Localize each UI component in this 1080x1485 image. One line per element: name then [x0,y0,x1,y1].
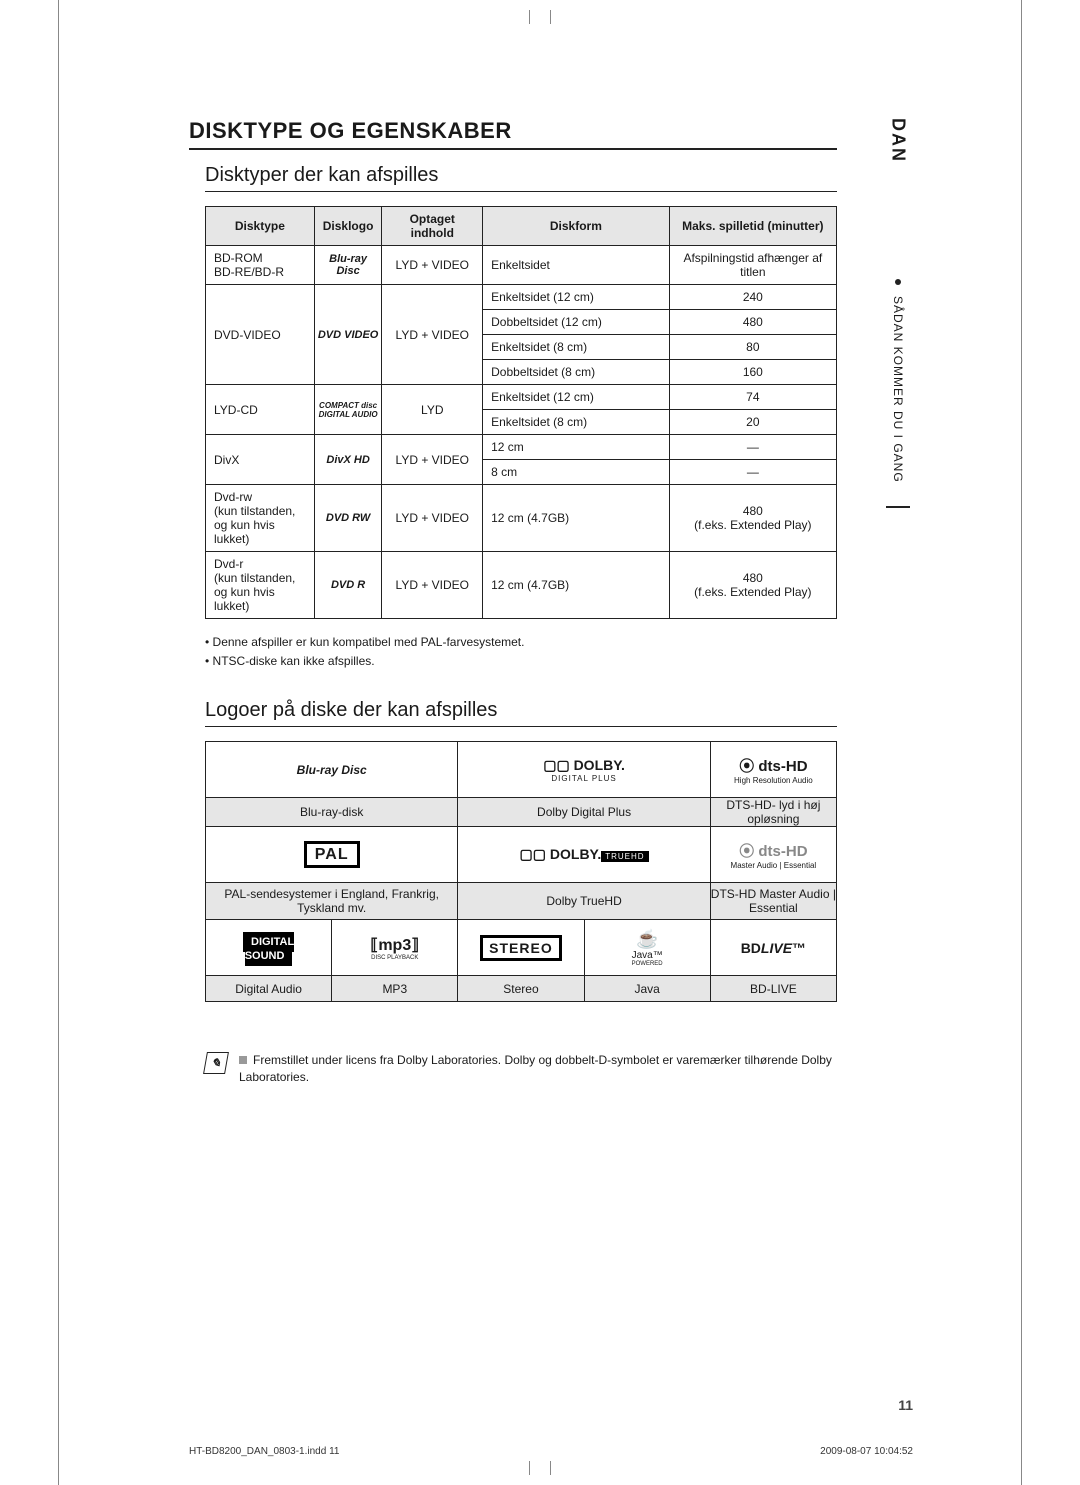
cell-time: 240 [669,285,836,310]
cell-type: DVD-VIDEO [206,285,315,385]
cell-content: LYD + VIDEO [382,552,483,619]
dolby-digital-plus-icon: ▢▢ DOLBY.DIGITAL PLUS [458,742,710,798]
note-item: Denne afspiller er kun kompatibel med PA… [205,633,931,652]
cell-type: DivX [206,435,315,485]
section-heading: DISKTYPE OG EGENSKABER [189,118,837,150]
table-row: BD-ROM BD-RE/BD-R Blu-ray Disc LYD + VID… [206,246,837,285]
cell-time: 480 [669,310,836,335]
side-label: SÅDAN KOMMER DU I GANG [891,296,905,483]
table-row: LYD-CD COMPACT disc DIGITAL AUDIO LYD En… [206,385,837,410]
table-row: DVD-VIDEO DVD VIDEO LYD + VIDEO Enkeltsi… [206,285,837,310]
logo-label-row: Blu-ray-disk Dolby Digital Plus DTS-HD- … [206,798,837,827]
subsection-heading-1: Disktyper der kan afspilles [205,164,837,192]
dvd-r-logo-icon: DVD R [314,552,382,619]
logo-label: DTS-HD- lyd i høj opløsning [710,798,836,827]
bullet-icon [895,279,901,285]
th-content: Optaget indhold [382,207,483,246]
logo-label: Dolby TrueHD [458,883,710,920]
note-icon: ✎ [203,1052,229,1074]
logo-label: PAL-sendesystemer i England, Frankrig, T… [206,883,458,920]
cell-type: Dvd-rw (kun tilstanden, og kun hvis lukk… [206,485,315,552]
pal-logo-icon: PAL [206,827,458,883]
logo-label-row: Digital Audio MP3 Stereo Java BD-LIVE [206,976,837,1002]
page-number: 11 [898,1397,913,1413]
logo-row: PAL ▢▢ DOLBY.TRUEHD ⦿ dts-HDMaster Audio… [206,827,837,883]
dts-hd-icon: ⦿ dts-HDHigh Resolution Audio [710,742,836,798]
logo-label: Stereo [458,976,584,1002]
cell-form: Enkeltsidet (8 cm) [483,335,670,360]
footer-timestamp: 2009-08-07 10:04:52 [820,1446,913,1457]
cell-type: BD-ROM BD-RE/BD-R [206,246,315,285]
cell-form: 12 cm [483,435,670,460]
logo-row: Blu-ray Disc ▢▢ DOLBY.DIGITAL PLUS ⦿ dts… [206,742,837,798]
mp3-logo-icon: ⟦mp3⟧DISC PLAYBACK [332,920,458,976]
cell-form: 8 cm [483,460,670,485]
cell-form: 12 cm (4.7GB) [483,485,670,552]
footer-filename: HT-BD8200_DAN_0803-1.indd 11 [189,1446,339,1457]
cell-content: LYD + VIDEO [382,485,483,552]
side-tab: DAN SÅDAN KOMMER DU I GANG [883,118,913,508]
cell-time: — [669,460,836,485]
logo-row: DIGITALSOUND ⟦mp3⟧DISC PLAYBACK STEREO ☕… [206,920,837,976]
cell-form: Enkeltsidet (12 cm) [483,385,670,410]
divx-logo-icon: DivX HD [314,435,382,485]
th-form: Diskform [483,207,670,246]
footnote-text: Fremstillet under licens fra Dolby Labor… [239,1052,837,1086]
cell-form: Dobbeltsidet (12 cm) [483,310,670,335]
cell-time: 80 [669,335,836,360]
logo-label: Java [584,976,710,1002]
dolby-truehd-icon: ▢▢ DOLBY.TRUEHD [458,827,710,883]
cell-content: LYD + VIDEO [382,435,483,485]
cell-content: LYD [382,385,483,435]
cell-content: LYD + VIDEO [382,246,483,285]
cell-time: — [669,435,836,460]
cell-form: Enkeltsidet (12 cm) [483,285,670,310]
notes-list: Denne afspiller er kun kompatibel med PA… [205,633,931,671]
th-time: Maks. spilletid (minutter) [669,207,836,246]
cell-content: LYD + VIDEO [382,285,483,385]
stereo-logo-icon: STEREO [458,920,584,976]
table-row: Dvd-rw (kun tilstanden, og kun hvis lukk… [206,485,837,552]
table-header-row: Disktype Disklogo Optaget indhold Diskfo… [206,207,837,246]
table-row: Dvd-r (kun tilstanden, og kun hvis lukke… [206,552,837,619]
logo-label: BD-LIVE [710,976,836,1002]
cell-form: Enkeltsidet [483,246,670,285]
cell-time: 480 (f.eks. Extended Play) [669,552,836,619]
logo-label: MP3 [332,976,458,1002]
logo-label: Blu-ray-disk [206,798,458,827]
dts-hd-master-icon: ⦿ dts-HDMaster Audio | Essential [710,827,836,883]
logo-label: Digital Audio [206,976,332,1002]
cell-type: LYD-CD [206,385,315,435]
logo-table: Blu-ray Disc ▢▢ DOLBY.DIGITAL PLUS ⦿ dts… [205,741,837,1002]
note-item: NTSC-diske kan ikke afspilles. [205,652,931,671]
logo-label: Dolby Digital Plus [458,798,710,827]
logo-label: DTS-HD Master Audio | Essential [710,883,836,920]
bluray-logo-icon: Blu-ray Disc [314,246,382,285]
table-row: DivX DivX HD LYD + VIDEO 12 cm — [206,435,837,460]
dvd-video-logo-icon: DVD VIDEO [314,285,382,385]
cell-time: 480 (f.eks. Extended Play) [669,485,836,552]
cell-time: 74 [669,385,836,410]
java-logo-icon: ☕Java™POWERED [584,920,710,976]
cell-type: Dvd-r (kun tilstanden, og kun hvis lukke… [206,552,315,619]
cell-form: Enkeltsidet (8 cm) [483,410,670,435]
divider [886,506,910,508]
cell-time: Afspilningstid afhænger af titlen [669,246,836,285]
cell-time: 20 [669,410,836,435]
language-tag: DAN [888,118,909,163]
bluray-logo-icon: Blu-ray Disc [206,742,458,798]
cell-form: 12 cm (4.7GB) [483,552,670,619]
th-disktype: Disktype [206,207,315,246]
logo-label-row: PAL-sendesystemer i England, Frankrig, T… [206,883,837,920]
cd-logo-icon: COMPACT disc DIGITAL AUDIO [314,385,382,435]
bd-live-logo-icon: BDLIVE™ [710,920,836,976]
digital-sound-icon: DIGITALSOUND [206,920,332,976]
cell-form: Dobbeltsidet (8 cm) [483,360,670,385]
footnote-block: ✎ Fremstillet under licens fra Dolby Lab… [205,1052,837,1086]
subsection-heading-2: Logoer på diske der kan afspilles [205,699,837,727]
dvd-rw-logo-icon: DVD RW [314,485,382,552]
cell-time: 160 [669,360,836,385]
disc-type-table: Disktype Disklogo Optaget indhold Diskfo… [205,206,837,619]
th-disklogo: Disklogo [314,207,382,246]
